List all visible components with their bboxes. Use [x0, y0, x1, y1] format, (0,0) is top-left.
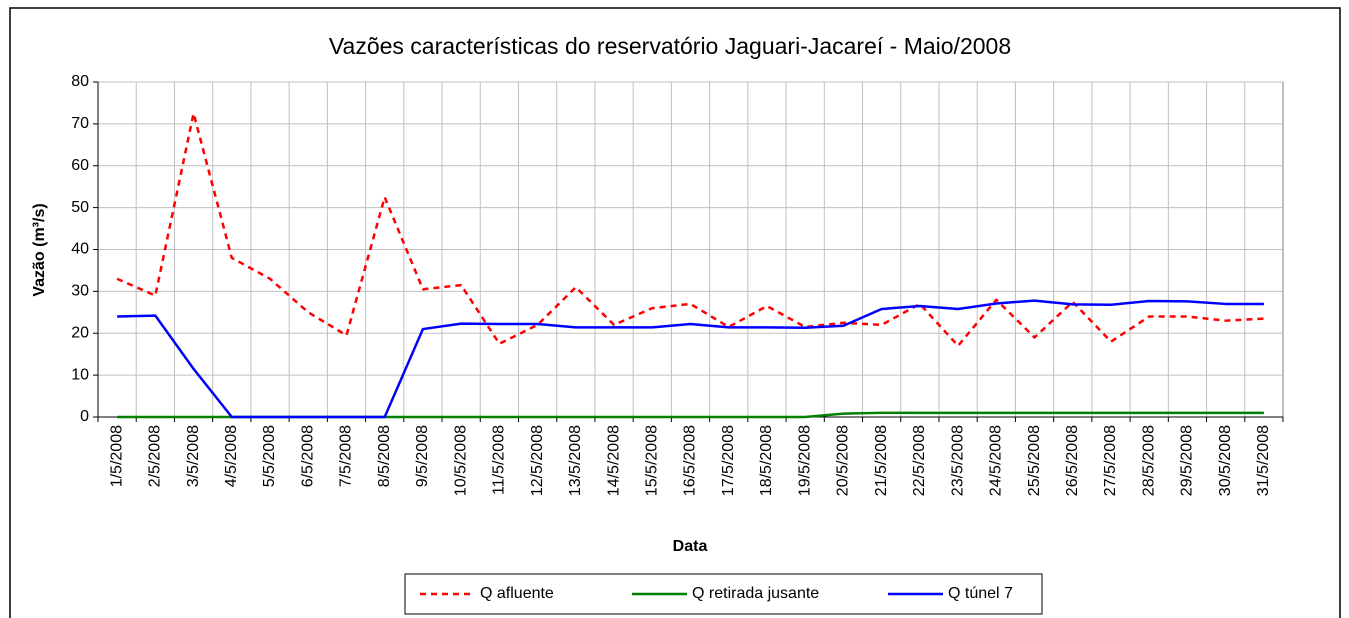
- x-tick-label: 23/5/2008: [949, 425, 966, 496]
- x-tick-label: 5/5/2008: [261, 425, 278, 487]
- y-tick-label: 50: [71, 199, 89, 216]
- x-tick-label: 3/5/2008: [185, 425, 202, 487]
- x-tick-label: 21/5/2008: [873, 425, 890, 496]
- x-tick-label: 24/5/2008: [988, 425, 1005, 496]
- y-tick-label: 40: [71, 241, 89, 258]
- y-tick-label: 0: [80, 408, 89, 425]
- x-tick-label: 7/5/2008: [338, 425, 355, 487]
- legend-label: Q retirada jusante: [692, 585, 819, 602]
- y-axis-title: Vazão (m³/s): [31, 203, 48, 296]
- x-axis-title: Data: [673, 538, 708, 555]
- x-tick-label: 15/5/2008: [643, 425, 660, 496]
- x-tick-label: 27/5/2008: [1102, 425, 1119, 496]
- chart-title: Vazões características do reservatório J…: [329, 33, 1011, 59]
- legend-label: Q túnel 7: [948, 585, 1013, 602]
- x-tick-label: 9/5/2008: [414, 425, 431, 487]
- x-tick-label: 6/5/2008: [299, 425, 316, 487]
- x-tick-label: 2/5/2008: [147, 425, 164, 487]
- legend-label: Q afluente: [480, 585, 554, 602]
- x-tick-label: 11/5/2008: [491, 425, 508, 495]
- x-tick-label: 22/5/2008: [911, 425, 928, 496]
- x-tick-label: 4/5/2008: [223, 425, 240, 487]
- x-tick-label: 31/5/2008: [1255, 425, 1272, 496]
- x-tick-label: 25/5/2008: [1026, 425, 1043, 496]
- x-tick-label: 26/5/2008: [1064, 425, 1081, 496]
- y-tick-label: 20: [71, 324, 89, 341]
- x-tick-label: 17/5/2008: [720, 425, 737, 496]
- x-tick-label: 10/5/2008: [452, 425, 469, 496]
- x-tick-label: 8/5/2008: [376, 425, 393, 487]
- x-tick-label: 29/5/2008: [1179, 425, 1196, 496]
- series-line: [117, 299, 1264, 419]
- x-tick-label: 16/5/2008: [682, 425, 699, 496]
- y-tick-label: 70: [71, 115, 89, 132]
- x-tick-label: 14/5/2008: [605, 425, 622, 496]
- x-tick-label: 12/5/2008: [529, 425, 546, 496]
- y-tick-label: 60: [71, 157, 89, 174]
- y-tick-label: 30: [71, 283, 89, 300]
- y-tick-label: 10: [71, 366, 89, 383]
- x-tick-label: 20/5/2008: [835, 425, 852, 496]
- x-tick-label: 28/5/2008: [1140, 425, 1157, 496]
- x-tick-label: 18/5/2008: [758, 425, 775, 496]
- x-tick-label: 13/5/2008: [567, 425, 584, 496]
- y-tick-label: 80: [71, 73, 89, 90]
- x-tick-label: 19/5/2008: [796, 425, 813, 496]
- x-tick-label: 1/5/2008: [108, 425, 125, 487]
- x-tick-label: 30/5/2008: [1217, 425, 1234, 496]
